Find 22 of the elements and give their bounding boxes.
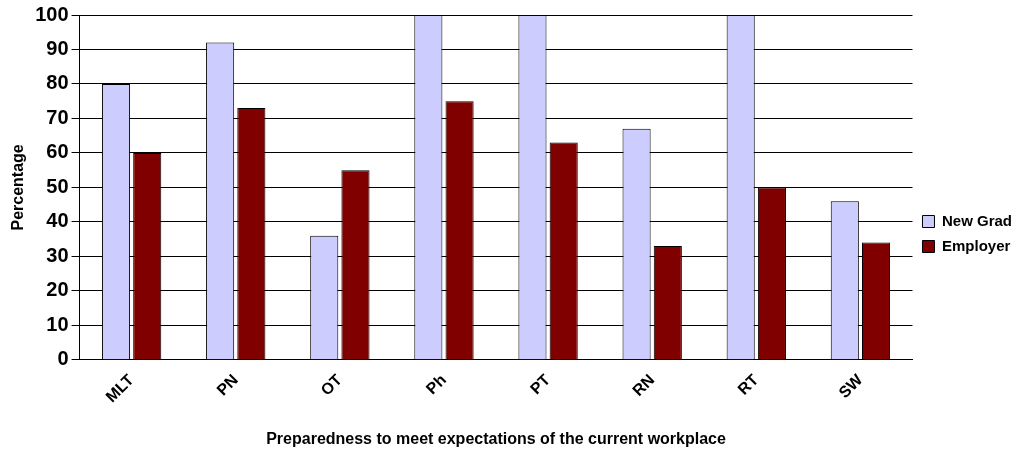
x-tick-label: RN — [629, 370, 658, 400]
x-tick-label: SW — [835, 370, 867, 402]
y-tick-label: 20 — [46, 278, 69, 301]
x-tick-label: Ph — [422, 370, 450, 398]
legend-label: New Grad — [941, 211, 1013, 229]
x-tick-label: PT — [526, 370, 554, 398]
y-tick-label: 40 — [46, 209, 69, 232]
y-tick-label: 10 — [46, 312, 69, 335]
x-tick-label: PN — [213, 370, 241, 399]
y-tick-label: 70 — [46, 105, 69, 128]
x-tick-label: OT — [317, 370, 346, 399]
y-axis-title: Percentage — [9, 144, 27, 231]
x-tick-label: RT — [734, 370, 762, 398]
y-tick-label: 90 — [46, 37, 69, 59]
y-tick-label: 0 — [57, 347, 69, 370]
legend-label: Employer — [941, 236, 1011, 254]
x-axis-title: Preparedness to meet expectations of the current workplace — [266, 429, 726, 447]
y-tick-label: 100 — [35, 2, 69, 25]
y-tick-label: 50 — [46, 174, 69, 197]
y-tick-label: 60 — [46, 140, 69, 163]
y-tick-label: 30 — [46, 243, 69, 266]
y-tick-label: 80 — [46, 71, 69, 94]
